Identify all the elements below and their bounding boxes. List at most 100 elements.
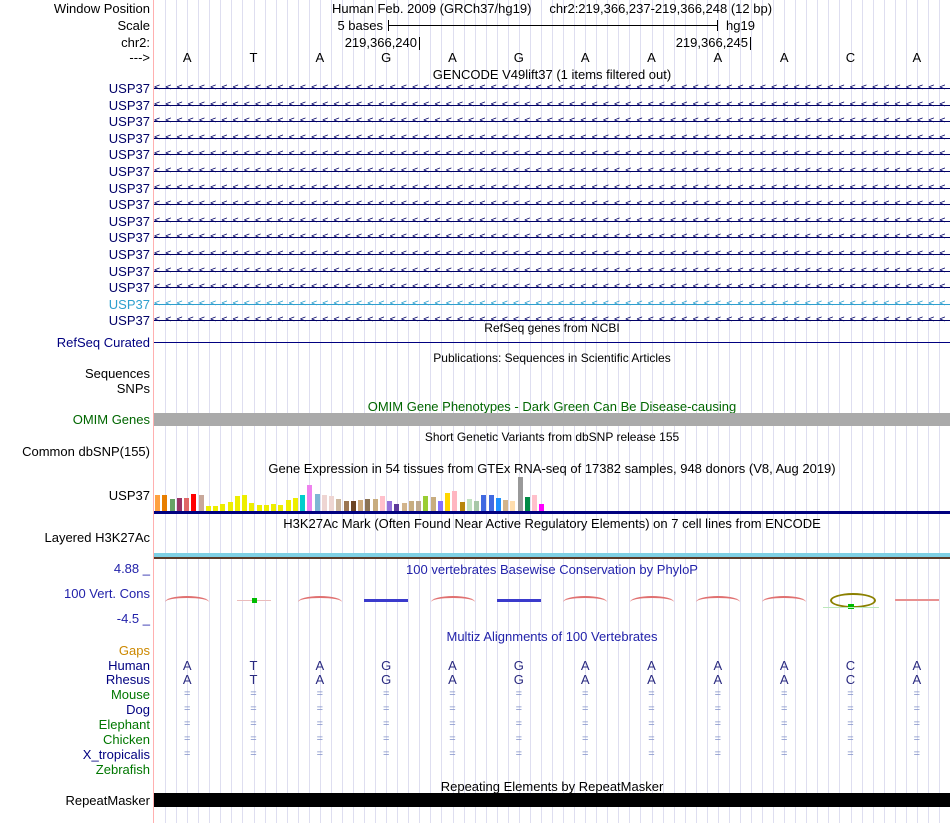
gtex-bar[interactable] xyxy=(423,496,429,511)
multiz-species-label-gaps[interactable]: Gaps xyxy=(118,643,150,658)
gene-label[interactable]: USP37 xyxy=(108,97,150,113)
gtex-bar[interactable] xyxy=(437,501,443,511)
gtex-bar[interactable] xyxy=(314,494,320,511)
gene-row-usp37[interactable]: USP37 <<<<<<<<<<<<<<<<<<<<<<<<<<<<<<<<<<<… xyxy=(0,163,950,180)
gene-row-usp37[interactable]: USP37 <<<<<<<<<<<<<<<<<<<<<<<<<<<<<<<<<<<… xyxy=(0,146,950,163)
dbsnp-track-label[interactable]: Common dbSNP(155) xyxy=(22,444,150,459)
gtex-bar[interactable] xyxy=(162,495,168,511)
gtex-bar[interactable] xyxy=(488,495,494,511)
gtex-bar[interactable] xyxy=(350,501,356,511)
gene-label[interactable]: USP37 xyxy=(108,280,150,296)
gtex-bar[interactable] xyxy=(416,501,421,511)
gtex-bar[interactable] xyxy=(307,485,313,511)
repeatmasker-track-label[interactable]: RepeatMasker xyxy=(65,793,150,808)
omim-genes-item[interactable] xyxy=(154,413,950,426)
multiz-species-label-human[interactable]: Human xyxy=(108,658,150,673)
gene-label[interactable]: USP37 xyxy=(108,213,150,229)
multiz-species-label-mouse[interactable]: Mouse xyxy=(110,687,150,702)
gene-label[interactable]: USP37 xyxy=(108,180,150,196)
gtex-bar[interactable] xyxy=(532,495,537,511)
multiz-species-label-zebrafish[interactable]: Zebrafish xyxy=(95,762,150,777)
gtex-bar[interactable] xyxy=(184,498,189,511)
gene-row-usp37[interactable]: USP37 <<<<<<<<<<<<<<<<<<<<<<<<<<<<<<<<<<<… xyxy=(0,229,950,246)
gene-label[interactable]: USP37 xyxy=(108,247,150,262)
gene-row-usp37[interactable]: USP37 <<<<<<<<<<<<<<<<<<<<<<<<<<<<<<<<<<<… xyxy=(0,130,950,147)
gtex-bar[interactable] xyxy=(459,502,465,511)
conservation-track-label[interactable]: 100 Vert. Cons xyxy=(64,586,150,601)
gtex-bar[interactable] xyxy=(481,495,487,511)
gtex-bar[interactable] xyxy=(408,501,414,511)
gtex-bar[interactable] xyxy=(495,498,501,511)
multiz-species-label-dog[interactable]: Dog xyxy=(126,702,150,717)
gtex-bar[interactable] xyxy=(169,499,175,511)
gtex-bar[interactable] xyxy=(220,504,226,511)
gene-label[interactable]: USP37 xyxy=(108,263,150,279)
gtex-bar[interactable] xyxy=(155,495,160,511)
gene-label[interactable]: USP37 xyxy=(108,147,150,163)
gtex-bar[interactable] xyxy=(336,499,342,511)
gene-row-usp37[interactable]: USP37 <<<<<<<<<<<<<<<<<<<<<<<<<<<<<<<<<<<… xyxy=(0,213,950,230)
gene-label[interactable]: USP37 xyxy=(108,230,150,246)
omim-genes-label[interactable]: OMIM Genes xyxy=(72,412,150,427)
multiz-species-label-elephant[interactable]: Elephant xyxy=(98,717,150,732)
gtex-bar[interactable] xyxy=(285,500,291,511)
gtex-bar[interactable] xyxy=(358,500,363,511)
gtex-bar[interactable] xyxy=(517,477,523,511)
gtex-bar[interactable] xyxy=(372,499,378,511)
multiz-species-label-chicken[interactable]: Chicken xyxy=(103,732,150,747)
gtex-bar[interactable] xyxy=(227,502,233,511)
gtex-barchart[interactable] xyxy=(155,477,547,511)
gene-label[interactable]: USP37 xyxy=(108,197,150,213)
gtex-bar[interactable] xyxy=(387,501,392,511)
gtex-bar[interactable] xyxy=(430,497,436,511)
gtex-bar[interactable] xyxy=(300,495,305,511)
gene-row-usp37[interactable]: USP37 <<<<<<<<<<<<<<<<<<<<<<<<<<<<<<<<<<<… xyxy=(0,312,950,329)
conservation-wiggle[interactable] xyxy=(154,575,950,625)
gtex-bar[interactable] xyxy=(524,497,530,511)
gene-label[interactable]: USP37 xyxy=(108,296,150,312)
gtex-bar[interactable] xyxy=(271,504,276,511)
gene-row-usp37[interactable]: USP37 <<<<<<<<<<<<<<<<<<<<<<<<<<<<<<<<<<<… xyxy=(0,113,950,130)
gtex-bar[interactable] xyxy=(343,501,349,511)
gtex-bar[interactable] xyxy=(329,496,334,511)
gtex-bar[interactable] xyxy=(234,496,240,511)
gene-row-usp37[interactable]: USP37 <<<<<<<<<<<<<<<<<<<<<<<<<<<<<<<<<<<… xyxy=(0,196,950,213)
gene-row-usp37[interactable]: USP37 <<<<<<<<<<<<<<<<<<<<<<<<<<<<<<<<<<<… xyxy=(0,263,950,280)
refseq-curated-label[interactable]: RefSeq Curated xyxy=(56,335,150,350)
multiz-species-label-x_tropicalis[interactable]: X_tropicalis xyxy=(82,747,150,762)
publications-sequences-label[interactable]: Sequences xyxy=(84,366,150,381)
gtex-bar[interactable] xyxy=(198,495,204,511)
h3k27ac-track-label[interactable]: Layered H3K27Ac xyxy=(44,530,150,545)
gtex-bar[interactable] xyxy=(510,501,516,511)
gtex-bar[interactable] xyxy=(321,495,327,511)
gene-row-usp37[interactable]: USP37 <<<<<<<<<<<<<<<<<<<<<<<<<<<<<<<<<<<… xyxy=(0,279,950,296)
gene-row-usp37[interactable]: USP37 <<<<<<<<<<<<<<<<<<<<<<<<<<<<<<<<<<<… xyxy=(0,246,950,263)
gtex-gene-model[interactable] xyxy=(154,511,950,514)
refseq-curated-item[interactable] xyxy=(154,342,950,343)
gtex-bar[interactable] xyxy=(278,505,284,511)
gene-label[interactable]: USP37 xyxy=(108,313,150,329)
gtex-bar[interactable] xyxy=(365,499,371,511)
gtex-bar[interactable] xyxy=(213,506,218,511)
gtex-bar[interactable] xyxy=(191,494,197,511)
gtex-bar[interactable] xyxy=(474,501,479,511)
gtex-bar[interactable] xyxy=(176,498,182,511)
gtex-bar[interactable] xyxy=(394,504,400,511)
gene-label[interactable]: USP37 xyxy=(108,114,150,130)
gtex-bar[interactable] xyxy=(379,496,385,511)
gtex-bar[interactable] xyxy=(401,503,407,511)
h3k27ac-signal[interactable] xyxy=(154,553,950,559)
gtex-bar[interactable] xyxy=(539,504,545,511)
gtex-bar[interactable] xyxy=(249,503,255,511)
gtex-bar[interactable] xyxy=(242,495,247,511)
gene-label[interactable]: USP37 xyxy=(108,164,150,179)
gtex-bar[interactable] xyxy=(466,499,472,511)
gtex-bar[interactable] xyxy=(503,500,508,511)
gtex-bar[interactable] xyxy=(452,491,458,511)
gene-row-usp37[interactable]: USP37 <<<<<<<<<<<<<<<<<<<<<<<<<<<<<<<<<<<… xyxy=(0,80,950,97)
repeatmasker-item[interactable] xyxy=(154,793,950,807)
gtex-track-label[interactable]: USP37 xyxy=(108,488,150,503)
gtex-bar[interactable] xyxy=(263,505,269,511)
gene-label[interactable]: USP37 xyxy=(108,130,150,146)
gene-row-usp37[interactable]: USP37 <<<<<<<<<<<<<<<<<<<<<<<<<<<<<<<<<<<… xyxy=(0,180,950,197)
